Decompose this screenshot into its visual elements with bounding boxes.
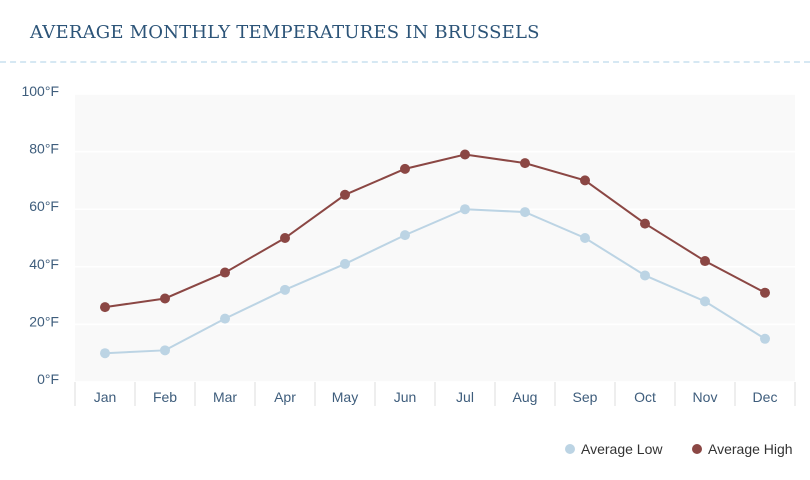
average-low-point xyxy=(460,204,470,215)
y-tick-label: 0°F xyxy=(37,371,59,387)
x-tick-label: Nov xyxy=(693,389,718,405)
plot-background xyxy=(75,94,795,382)
y-tick-label: 20°F xyxy=(29,313,59,329)
x-tick-label: Jun xyxy=(394,389,417,405)
average-low-point xyxy=(640,270,650,281)
x-tick-label: Feb xyxy=(153,389,177,405)
average-low-point xyxy=(520,207,530,218)
average-high-point xyxy=(640,218,650,229)
average-low-point xyxy=(100,348,110,359)
average-low-line xyxy=(104,208,766,355)
legend-marker-average-low xyxy=(565,444,575,454)
average-high-point xyxy=(700,256,710,267)
average-low-point xyxy=(760,333,770,344)
y-tick-label: 100°F xyxy=(21,83,59,99)
x-tick-label: Dec xyxy=(753,389,778,405)
x-tick-label: May xyxy=(332,389,358,405)
average-high-point xyxy=(460,149,470,160)
x-tick-label: Oct xyxy=(634,389,656,405)
x-tick-label: Sep xyxy=(573,389,598,405)
x-tick-label: Apr xyxy=(274,389,296,405)
y-tick-label: 40°F xyxy=(29,256,59,272)
average-high-point xyxy=(340,189,350,200)
average-high-point xyxy=(100,302,110,313)
title-divider xyxy=(0,61,810,63)
x-tick-label: Aug xyxy=(513,389,538,405)
chart-title: AVERAGE MONTHLY TEMPERATURES IN BRUSSELS xyxy=(30,22,540,43)
legend-label-average-high: Average High xyxy=(708,441,793,457)
y-tick-label: 60°F xyxy=(29,198,59,214)
legend-label-average-low: Average Low xyxy=(581,441,663,457)
average-high-point xyxy=(760,287,770,298)
average-high-point xyxy=(400,163,410,174)
average-low-point xyxy=(340,258,350,269)
average-low-point xyxy=(580,233,590,243)
y-tick-label: 80°F xyxy=(29,141,59,157)
average-high-point xyxy=(580,175,590,186)
average-low-point xyxy=(220,313,230,324)
average-high-point xyxy=(220,267,230,278)
legend-marker-average-high xyxy=(692,444,702,454)
average-high-point xyxy=(520,158,530,169)
average-low-point xyxy=(400,230,410,241)
average-high-point xyxy=(160,293,170,304)
x-tick-label: Jul xyxy=(456,389,474,405)
average-low-point xyxy=(160,345,170,356)
average-low-point xyxy=(280,284,290,295)
average-low-point xyxy=(700,296,710,307)
average-high-point xyxy=(280,233,290,243)
average-high-line xyxy=(104,153,766,309)
x-tick-label: Mar xyxy=(213,389,237,405)
x-tick-label: Jan xyxy=(94,389,117,405)
